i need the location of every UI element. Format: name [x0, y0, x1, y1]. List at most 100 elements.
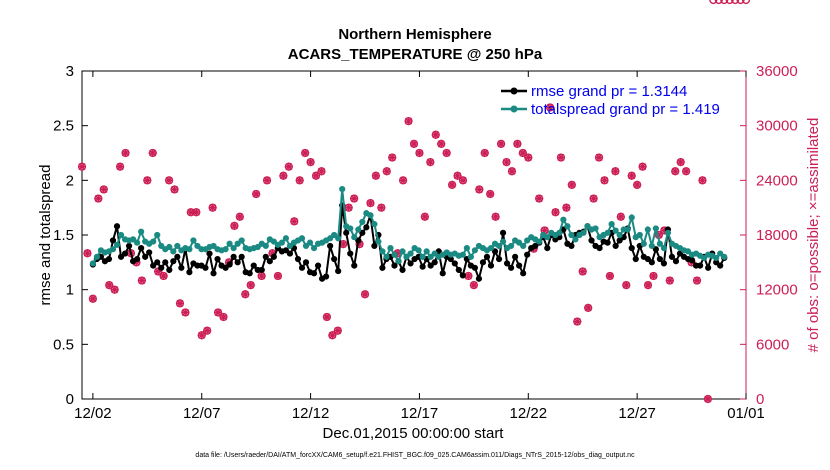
series-point-totalspread	[166, 243, 173, 251]
series-point-rmse	[150, 262, 157, 269]
series-point-totalspread	[234, 240, 241, 247]
series-point-totalspread	[624, 226, 631, 233]
obs-assimilated-marker	[252, 190, 261, 198]
series-point-totalspread	[560, 216, 567, 223]
series-point-rmse	[302, 259, 310, 266]
series-point-totalspread	[351, 234, 358, 241]
series-point-rmse	[520, 270, 527, 277]
series-point-rmse	[652, 246, 659, 253]
series-point-totalspread	[431, 250, 438, 257]
series-point-totalspread	[391, 251, 398, 258]
series-point-rmse	[142, 253, 149, 260]
series-point-rmse	[355, 237, 362, 244]
legend-marker	[510, 87, 518, 95]
series-point-rmse	[503, 260, 511, 267]
series-point-rmse	[668, 253, 676, 260]
series-point-rmse	[170, 258, 177, 265]
series-point-rmse	[327, 242, 334, 250]
obs-assimilated-marker	[693, 276, 702, 285]
obs-assimilated-marker	[306, 158, 315, 167]
obs-assimilated-marker	[241, 290, 250, 299]
obs-assimilated-marker	[600, 176, 609, 185]
obs-assimilated-marker	[317, 167, 326, 176]
series-point-totalspread	[383, 253, 390, 260]
obs-assimilated-marker	[88, 294, 97, 303]
legend-label: rmse grand pr = 1.3144	[531, 83, 687, 100]
series-point-totalspread	[487, 245, 495, 252]
series-point-rmse	[532, 242, 539, 250]
obs-assimilated-marker	[279, 171, 288, 180]
obs-assimilated-marker	[638, 162, 647, 171]
series-point-totalspread	[415, 247, 422, 254]
obs-assimilated-marker	[682, 167, 691, 176]
series-point-rmse	[166, 266, 173, 274]
series-point-totalspread	[604, 229, 611, 236]
series-point-rmse	[487, 262, 495, 269]
obs-assimilated-marker	[399, 176, 408, 185]
series-point-rmse	[310, 270, 318, 277]
series-point-rmse	[431, 259, 438, 266]
series-point-rmse	[286, 250, 294, 257]
series-point-totalspread	[544, 234, 551, 241]
series-point-totalspread	[684, 248, 692, 255]
obs-possible-marker	[731, 0, 740, 5]
obs-assimilated-marker	[268, 249, 277, 258]
y-right-tick-label: 30000	[756, 118, 798, 135]
y-tick-label: 1.5	[53, 227, 74, 244]
chart-title: Northern Hemisphere	[338, 26, 492, 43]
series-point-totalspread	[339, 185, 346, 193]
series-point-totalspread	[113, 241, 121, 248]
series-point-totalspread	[117, 231, 125, 239]
obs-assimilated-marker	[573, 317, 582, 326]
series-point-totalspread	[310, 245, 318, 252]
series-point-rmse	[516, 262, 523, 269]
series-point-rmse	[544, 245, 551, 252]
obs-assimilated-marker	[660, 226, 669, 235]
series-point-rmse	[214, 255, 221, 263]
series-point-totalspread	[129, 236, 137, 243]
obs-assimilated-marker	[491, 212, 500, 221]
obs-assimilated-marker	[448, 180, 457, 189]
series-point-rmse	[427, 262, 434, 269]
series-point-totalspread	[524, 237, 531, 244]
obs-assimilated-marker	[350, 194, 359, 203]
obs-assimilated-marker	[301, 149, 310, 157]
series-point-totalspread	[371, 220, 378, 228]
y-tick-label: 1	[66, 282, 74, 299]
data-file-footnote: data file: /Users/raeder/DAI/ATM_forcXX/…	[195, 452, 635, 459]
series-point-rmse	[138, 245, 145, 252]
series-point-totalspread	[592, 225, 599, 232]
x-tick-label: 12/12	[292, 405, 330, 422]
series-point-totalspread	[580, 229, 587, 236]
series-point-rmse	[125, 242, 133, 250]
series-point-rmse	[105, 255, 113, 263]
obs-assimilated-marker	[540, 226, 549, 235]
series-point-totalspread	[170, 248, 177, 255]
obs-assimilated-marker	[497, 139, 506, 148]
obs-assimilated-marker	[551, 208, 560, 217]
obs-assimilated-marker	[137, 276, 146, 285]
series-point-totalspread	[644, 226, 651, 233]
x-tick-label: 01/01	[727, 405, 765, 422]
obs-assimilated-marker	[105, 281, 114, 290]
series-point-totalspread	[278, 239, 285, 246]
obs-assimilated-marker	[165, 176, 174, 185]
obs-assimilated-marker	[246, 281, 255, 290]
series-point-totalspread	[254, 243, 261, 251]
series-point-totalspread	[375, 238, 382, 245]
obs-assimilated-marker	[420, 212, 429, 221]
obs-possible-marker	[741, 0, 751, 5]
obs-assimilated-marker	[410, 139, 418, 148]
obs-assimilated-marker	[322, 313, 331, 321]
series-point-rmse	[644, 255, 651, 263]
obs-assimilated-marker	[154, 267, 163, 276]
legend-label: totalspread grand pr = 1.419	[531, 101, 720, 118]
series-point-rmse	[282, 247, 290, 254]
series-point-totalspread	[656, 240, 663, 247]
obs-assimilated-marker	[437, 139, 446, 148]
series-point-rmse	[495, 255, 503, 263]
obs-assimilated-marker	[605, 272, 614, 280]
x-tick-label: 12/17	[401, 405, 439, 422]
series-point-rmse	[109, 237, 117, 244]
series-point-totalspread	[306, 239, 314, 246]
